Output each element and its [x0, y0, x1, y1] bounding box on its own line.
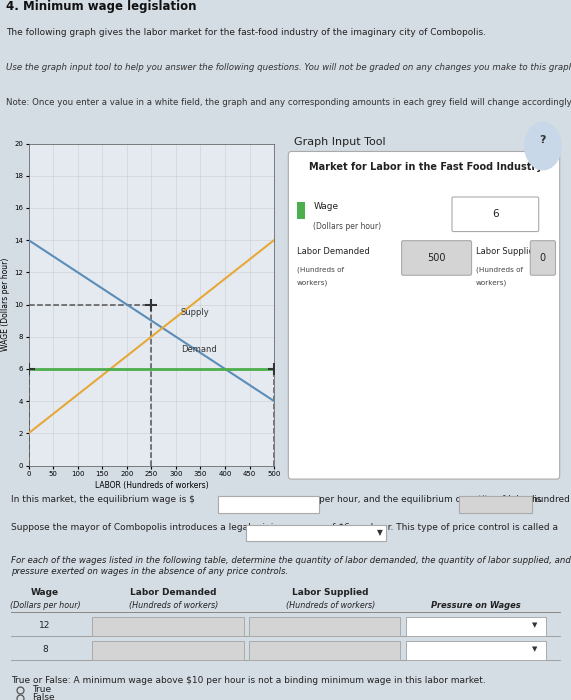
FancyBboxPatch shape — [401, 241, 472, 275]
FancyBboxPatch shape — [406, 640, 546, 660]
Bar — [297, 202, 305, 219]
Text: True or False: A minimum wage above $10 per hour is not a binding minimum wage i: True or False: A minimum wage above $10 … — [11, 676, 486, 685]
FancyBboxPatch shape — [288, 151, 560, 479]
Text: (Dollars per hour): (Dollars per hour) — [313, 222, 381, 230]
Text: Labor Supplied: Labor Supplied — [292, 588, 368, 596]
Text: hundred workers.: hundred workers. — [532, 496, 571, 504]
Text: (Hundreds of workers): (Hundreds of workers) — [286, 601, 375, 610]
Text: 0: 0 — [540, 253, 546, 262]
Text: Wage: Wage — [313, 202, 339, 211]
Text: per hour, and the equilibrium quantity of labor is: per hour, and the equilibrium quantity o… — [319, 496, 541, 504]
Text: 8: 8 — [42, 645, 48, 654]
Text: ▼: ▼ — [532, 622, 537, 629]
Text: (Hundreds of workers): (Hundreds of workers) — [129, 601, 218, 610]
FancyBboxPatch shape — [93, 617, 243, 636]
Text: Demand: Demand — [181, 345, 216, 354]
Text: 4. Minimum wage legislation: 4. Minimum wage legislation — [6, 0, 196, 13]
Text: ▼: ▼ — [532, 647, 537, 652]
Circle shape — [525, 122, 561, 169]
FancyBboxPatch shape — [218, 496, 319, 513]
Text: Labor Supplied: Labor Supplied — [476, 247, 539, 256]
FancyBboxPatch shape — [459, 496, 532, 513]
Text: Market for Labor in the Fast Food Industry: Market for Labor in the Fast Food Indust… — [308, 162, 542, 172]
Text: Labor Demanded: Labor Demanded — [297, 247, 369, 256]
Text: 500: 500 — [427, 253, 446, 262]
Y-axis label: WAGE (Dollars per hour): WAGE (Dollars per hour) — [1, 258, 10, 351]
Text: (Dollars per hour): (Dollars per hour) — [10, 601, 80, 610]
X-axis label: LABOR (Hundreds of workers): LABOR (Hundreds of workers) — [95, 481, 208, 490]
Text: Use the graph input tool to help you answer the following questions. You will no: Use the graph input tool to help you ans… — [6, 63, 571, 72]
FancyBboxPatch shape — [249, 640, 400, 660]
Text: Suppose the mayor of Combopolis introduces a legal minimum wage of $6 per hour. : Suppose the mayor of Combopolis introduc… — [11, 522, 558, 531]
Text: In this market, the equilibrium wage is $: In this market, the equilibrium wage is … — [11, 496, 195, 504]
Text: 12: 12 — [39, 621, 51, 630]
Text: Pressure on Wages: Pressure on Wages — [431, 601, 521, 610]
Text: workers): workers) — [476, 280, 507, 286]
Text: True: True — [33, 685, 52, 694]
FancyBboxPatch shape — [246, 525, 386, 541]
Text: ▼: ▼ — [376, 528, 383, 537]
Text: Graph Input Tool: Graph Input Tool — [294, 137, 385, 147]
FancyBboxPatch shape — [530, 241, 556, 275]
Text: False: False — [33, 693, 55, 700]
FancyBboxPatch shape — [93, 640, 243, 660]
Text: ?: ? — [540, 135, 546, 145]
FancyBboxPatch shape — [452, 197, 538, 232]
Text: For each of the wages listed in the following table, determine the quantity of l: For each of the wages listed in the foll… — [11, 556, 571, 575]
Text: The following graph gives the labor market for the fast-food industry of the ima: The following graph gives the labor mark… — [6, 28, 486, 37]
Text: workers): workers) — [297, 280, 328, 286]
FancyBboxPatch shape — [249, 617, 400, 636]
Text: 6: 6 — [492, 209, 498, 219]
Text: Wage: Wage — [31, 588, 59, 596]
FancyBboxPatch shape — [406, 617, 546, 636]
Text: Supply: Supply — [181, 308, 210, 317]
Text: Labor Demanded: Labor Demanded — [130, 588, 217, 596]
Text: (Hundreds of: (Hundreds of — [297, 267, 344, 273]
Text: (Hundreds of: (Hundreds of — [476, 267, 523, 273]
Text: Note: Once you enter a value in a white field, the graph and any corresponding a: Note: Once you enter a value in a white … — [6, 97, 571, 106]
